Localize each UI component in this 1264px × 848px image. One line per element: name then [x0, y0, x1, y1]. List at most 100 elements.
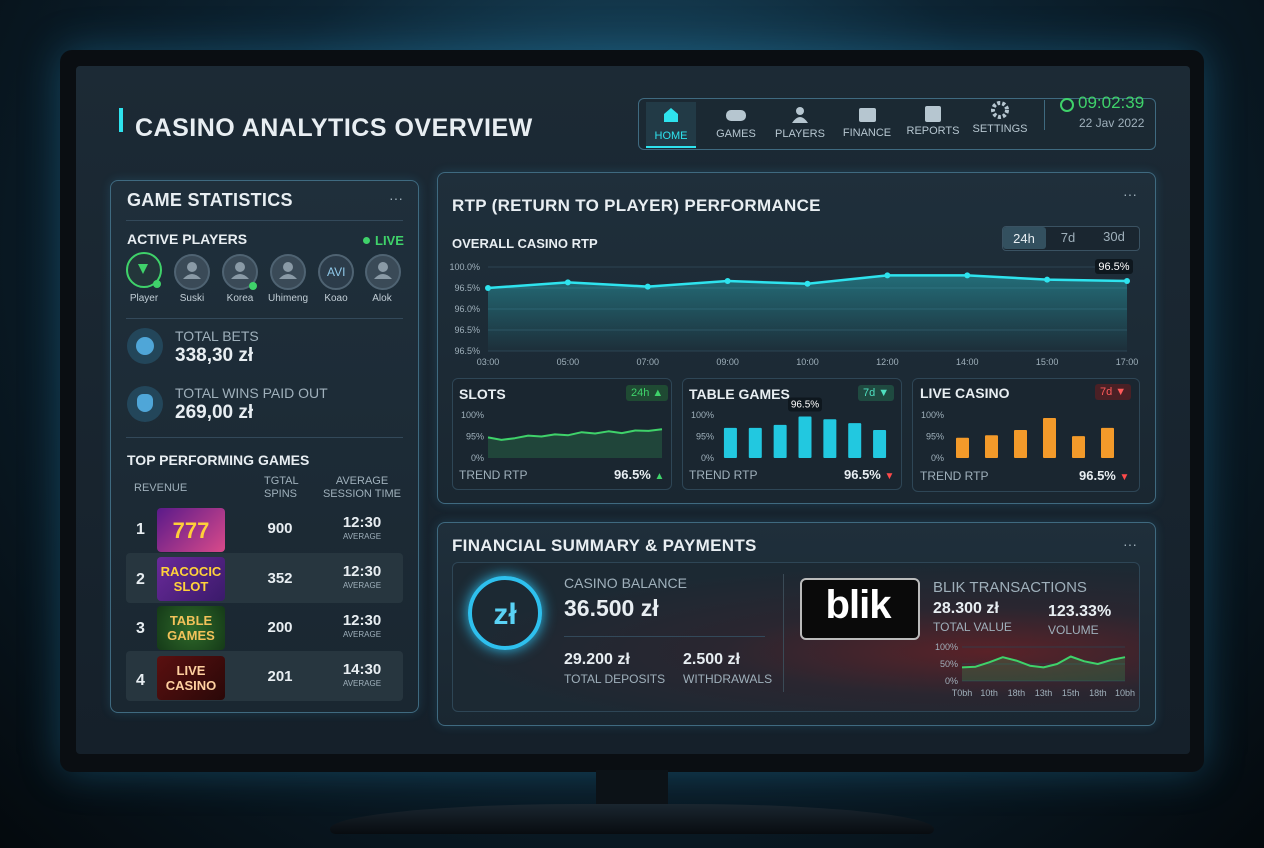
period-badge[interactable]: 24h ▲: [626, 385, 669, 401]
session-time: 12:30: [342, 563, 382, 580]
y-tick-label: 100%: [921, 410, 944, 420]
card-rtp: 96.5% ▲: [614, 467, 664, 482]
withdrawals-value: 2.500 zł: [683, 651, 740, 668]
bar: [1043, 418, 1056, 458]
tab[interactable]: 30d: [1103, 229, 1125, 244]
rtp-value: 96.5%: [1079, 468, 1116, 483]
bar: [956, 437, 969, 458]
nav-separator: [1044, 100, 1045, 130]
y-tick-label: 0%: [931, 453, 944, 463]
stat-label: TOTAL BETS: [175, 328, 259, 344]
tab[interactable]: 24h: [1013, 231, 1035, 246]
y-tick-label: 0%: [471, 453, 484, 463]
deposits-value: 29.200 zł: [564, 651, 630, 668]
nav-item[interactable]: REPORTS: [906, 125, 960, 137]
player-name: Alok: [372, 293, 392, 304]
trend-arrow: ▲: [654, 471, 665, 482]
nav-item[interactable]: GAMES: [716, 128, 756, 140]
period-badge[interactable]: 7d ▼: [1095, 384, 1132, 400]
divider: [126, 318, 403, 319]
nav-item[interactable]: PLAYERS: [775, 128, 825, 140]
deposits-label: TOTAL DEPOSITS: [564, 672, 666, 686]
value-label-box: [788, 397, 822, 412]
x-tick-label: 15th: [1062, 688, 1080, 698]
card-title: LIVE CASINO: [920, 385, 1010, 401]
blik-volume-label: VOLUME: [1048, 623, 1099, 637]
bar: [1101, 427, 1114, 458]
session-time: 12:30: [342, 514, 382, 531]
player-name: Koao: [324, 293, 348, 304]
rtp-point: [644, 283, 651, 290]
game-thumbnail[interactable]: TABLE GAMES: [157, 606, 225, 650]
avatar-initials: AVI: [327, 265, 346, 279]
x-tick-label: 17:00: [1116, 357, 1139, 367]
session-note: AVERAGE: [342, 630, 382, 639]
blik-logo-text: blik: [825, 583, 892, 627]
bar: [873, 430, 887, 458]
bar: [1072, 436, 1085, 458]
rtp-point: [1044, 276, 1051, 283]
rtp-area: [488, 275, 1127, 351]
withdrawals-label: WITHDRAWALS: [683, 672, 773, 686]
y-tick-label: 100%: [935, 642, 958, 652]
divider: [126, 220, 403, 221]
y-tick-label: 96.5%: [454, 346, 480, 356]
game-thumbnail[interactable]: RACOCIC SLOT: [157, 557, 225, 601]
rank: 2: [136, 571, 145, 588]
player-name: Suski: [179, 293, 205, 304]
column-header: REVENUE: [134, 482, 188, 494]
game-thumbnail[interactable]: LIVE CASINO: [157, 656, 225, 700]
divider: [783, 574, 784, 692]
rtp-point: [804, 280, 811, 287]
x-tick-label: T0bh: [952, 688, 973, 698]
card-title: SLOTS: [459, 386, 506, 402]
column-header: TGTAL SPINS: [264, 475, 299, 500]
x-tick-label: 10th: [980, 688, 998, 698]
avatar-figures: [183, 262, 392, 279]
rank: 3: [136, 620, 145, 637]
panel-menu[interactable]: ···: [1123, 186, 1137, 202]
panel-menu[interactable]: ···: [1123, 536, 1137, 552]
nav-item[interactable]: SETTINGS: [972, 123, 1028, 135]
rtp-point: [964, 272, 971, 279]
title-accent: [119, 108, 123, 132]
icon-players: [796, 107, 804, 115]
icon-finance: [859, 108, 876, 122]
player-name: Player: [129, 293, 159, 304]
y-tick-label: 100%: [461, 410, 484, 420]
card-title: TABLE GAMES: [689, 386, 790, 402]
nav-item[interactable]: FINANCE: [842, 127, 892, 139]
nav-item[interactable]: HOME: [654, 130, 688, 142]
icon-reports: [925, 106, 941, 122]
value-label-box: [1095, 259, 1133, 274]
card-footer: TREND RTP: [920, 469, 989, 483]
x-tick-label: 18th: [1089, 688, 1107, 698]
period-badge[interactable]: 7d ▼: [858, 385, 895, 401]
panel-menu[interactable]: ···: [389, 190, 403, 206]
session-note: AVERAGE: [342, 532, 382, 541]
card-rtp: 96.5% ▼: [844, 467, 894, 482]
x-tick-label: 07:00: [636, 357, 659, 367]
column-header: AVERAGE SESSION TIME: [322, 475, 402, 500]
clock-icon: [1060, 98, 1074, 112]
tab[interactable]: 7d: [1060, 230, 1076, 245]
avatar[interactable]: [318, 254, 354, 290]
monitor-base: [330, 804, 934, 834]
blik-total: 28.300 zł: [933, 600, 999, 617]
x-tick-label: 10bh: [1115, 688, 1135, 698]
game-thumbnail[interactable]: 777: [157, 508, 225, 552]
x-tick-label: 05:00: [557, 357, 580, 367]
bar: [748, 427, 762, 458]
divider: [564, 636, 765, 637]
money-bag: [137, 394, 153, 412]
blik-title: BLIK TRANSACTIONS: [933, 579, 1087, 596]
player-name: Uhimeng: [267, 293, 309, 304]
icon-games: [726, 110, 746, 121]
y-tick-label: 0%: [701, 453, 714, 463]
balance-label: CASINO BALANCE: [564, 575, 687, 591]
balance-value: 36.500 zł: [564, 595, 659, 621]
card-footer: TREND RTP: [689, 468, 758, 482]
x-tick-label: 13th: [1035, 688, 1053, 698]
divider: [126, 437, 403, 438]
avatar-icons: [138, 262, 392, 290]
